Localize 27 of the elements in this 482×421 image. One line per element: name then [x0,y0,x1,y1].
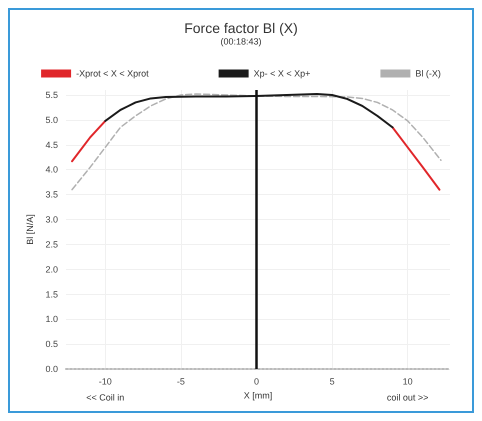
y-tick-label: 5.0 [45,114,58,125]
legend-label: Xp- < X < Xp+ [254,68,310,78]
y-tick-label: 0.0 [45,364,58,374]
x-tick-label: -5 [176,376,185,386]
line-series [71,93,442,190]
y-tick-label: 4.5 [45,140,58,150]
y-tick-label: 3.0 [45,214,58,225]
x-tick-label: 10 [402,376,413,386]
y-tick-label: 0.5 [45,339,58,350]
chart-title: Force factor Bl (X) [184,20,298,36]
y-tick-label: 4.0 [45,164,58,175]
text: coil out >> [386,392,428,402]
y-tick-label: 1.5 [45,289,58,300]
text: << Coil in [86,392,124,402]
chart-subtitle: (00:18:43) [220,36,262,46]
x-tick-label: 5 [330,376,335,386]
x-axis-title: X [mm] [244,390,272,400]
y-axis-title: Bl [N/A] [25,214,36,245]
y-tick-label: 3.5 [45,190,58,200]
y-tick-label: 2.0 [45,264,58,274]
y-tick-label: 2.5 [45,239,58,250]
legend-label: Bl (-X) [415,68,441,78]
y-tick-label: 5.5 [45,90,58,100]
y-tick-label: 1.0 [45,314,58,324]
x-tick-label: 0 [254,376,259,386]
x-tick-label: -10 [98,376,112,386]
legend-label: -Xprot < X < Xprot [76,68,150,78]
